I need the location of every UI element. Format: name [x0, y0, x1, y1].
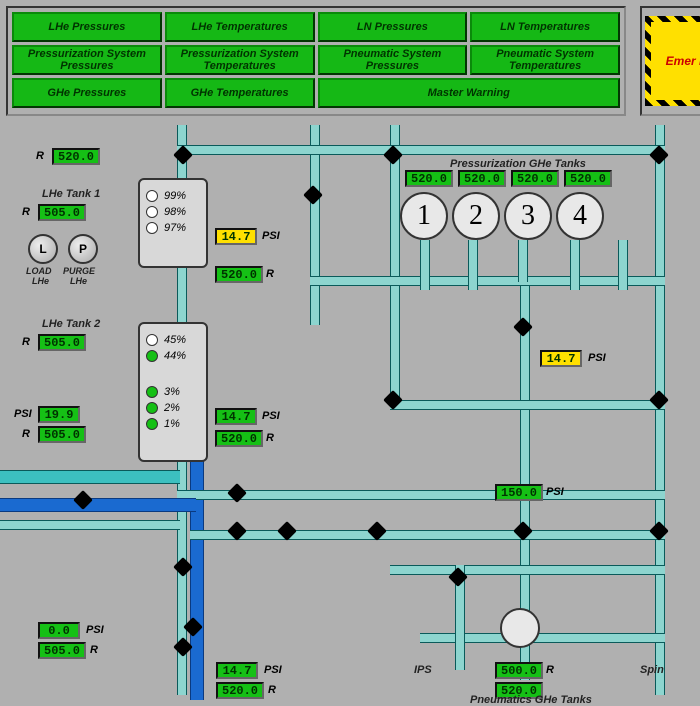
btn-pneu-sys-temperatures[interactable]: Pneumatic System Temperatures [470, 45, 620, 75]
btn-press-sys-pressures[interactable]: Pressurization System Pressures [12, 45, 162, 75]
unit-r: R [266, 268, 274, 280]
menu-panel: LHe Pressures LHe Temperatures LN Pressu… [6, 6, 626, 116]
ghe-tank-4: 4 [556, 192, 604, 240]
btn-ghe-pressures[interactable]: GHe Pressures [12, 78, 162, 108]
reading-bl-0: 0.0 [38, 622, 80, 639]
label-ips: IPS [414, 664, 432, 676]
reading-ghe-psi: 14.7 [540, 350, 582, 367]
unit-psi: PSI [86, 624, 104, 636]
reading-r-505a: 505.0 [38, 426, 86, 443]
unit-r: R [546, 664, 554, 676]
btn-lhe-pressures[interactable]: LHe Pressures [12, 12, 162, 42]
unit-psi: PSI [262, 410, 280, 422]
label-lhe: LHe [32, 276, 49, 286]
unit-r: R [268, 684, 276, 696]
unit-psi: PSI [264, 664, 282, 676]
reading-ghe2: 520.0 [458, 170, 506, 187]
label-lhe-tank-2: LHe Tank 2 [42, 318, 100, 330]
label-lhe: LHe [70, 276, 87, 286]
label-pneu: Pneumatics GHe Tanks [470, 694, 592, 706]
reading-t1-r: 520.0 [215, 266, 263, 283]
unit-r: R [36, 150, 44, 162]
reading-top: 520.0 [52, 148, 100, 165]
emergency-button[interactable]: Emer Pu [645, 16, 700, 106]
unit-r: R [22, 206, 30, 218]
ghe-tank-3: 3 [504, 192, 552, 240]
unit-psi: PSI [546, 486, 564, 498]
btn-ln-pressures[interactable]: LN Pressures [318, 12, 468, 42]
emergency-panel: Emer Pu [640, 6, 700, 116]
reading-t2-r: 520.0 [215, 430, 263, 447]
ghe-tank-1: 1 [400, 192, 448, 240]
btn-pneu-sys-pressures[interactable]: Pneumatic System Pressures [318, 45, 468, 75]
unit-r: R [90, 644, 98, 656]
label-load: LOAD [26, 266, 52, 276]
reading-bl2-psi: 14.7 [216, 662, 258, 679]
unit-r: R [22, 336, 30, 348]
label-ghe-tanks: Pressurization GHe Tanks [450, 158, 586, 170]
unit-r: R [22, 428, 30, 440]
reading-lhe1: 505.0 [38, 204, 86, 221]
ghe-tank-2: 2 [452, 192, 500, 240]
reading-ghe3: 520.0 [511, 170, 559, 187]
unit-psi: PSI [588, 352, 606, 364]
reading-bl-505: 505.0 [38, 642, 86, 659]
reading-t2-psi: 14.7 [215, 408, 257, 425]
purge-button[interactable]: P [68, 234, 98, 264]
unit-r: R [266, 432, 274, 444]
reading-psi-199: 19.9 [38, 406, 80, 423]
btn-ghe-temperatures[interactable]: GHe Temperatures [165, 78, 315, 108]
reading-150: 150.0 [495, 484, 543, 501]
btn-press-sys-temperatures[interactable]: Pressurization System Temperatures [165, 45, 315, 75]
reading-pneu-500: 500.0 [495, 662, 543, 679]
btn-ln-temperatures[interactable]: LN Temperatures [470, 12, 620, 42]
reading-lhe2: 505.0 [38, 334, 86, 351]
reading-ghe4: 520.0 [564, 170, 612, 187]
tank2-panel: 45%44%3%2%1% [138, 322, 208, 462]
unit-psi: PSI [14, 408, 32, 420]
btn-lhe-temperatures[interactable]: LHe Temperatures [165, 12, 315, 42]
label-purge: PURGE [63, 266, 95, 276]
pump-icon [500, 608, 540, 648]
reading-t1-psi: 14.7 [215, 228, 257, 245]
reading-bl2-r: 520.0 [216, 682, 264, 699]
reading-ghe1: 520.0 [405, 170, 453, 187]
btn-master-warning[interactable]: Master Warning [318, 78, 621, 108]
load-button[interactable]: L [28, 234, 58, 264]
tank1-panel: 99%98%97% [138, 178, 208, 268]
label-spin: Spin [640, 664, 664, 676]
label-lhe-tank-1: LHe Tank 1 [42, 188, 100, 200]
unit-psi: PSI [262, 230, 280, 242]
